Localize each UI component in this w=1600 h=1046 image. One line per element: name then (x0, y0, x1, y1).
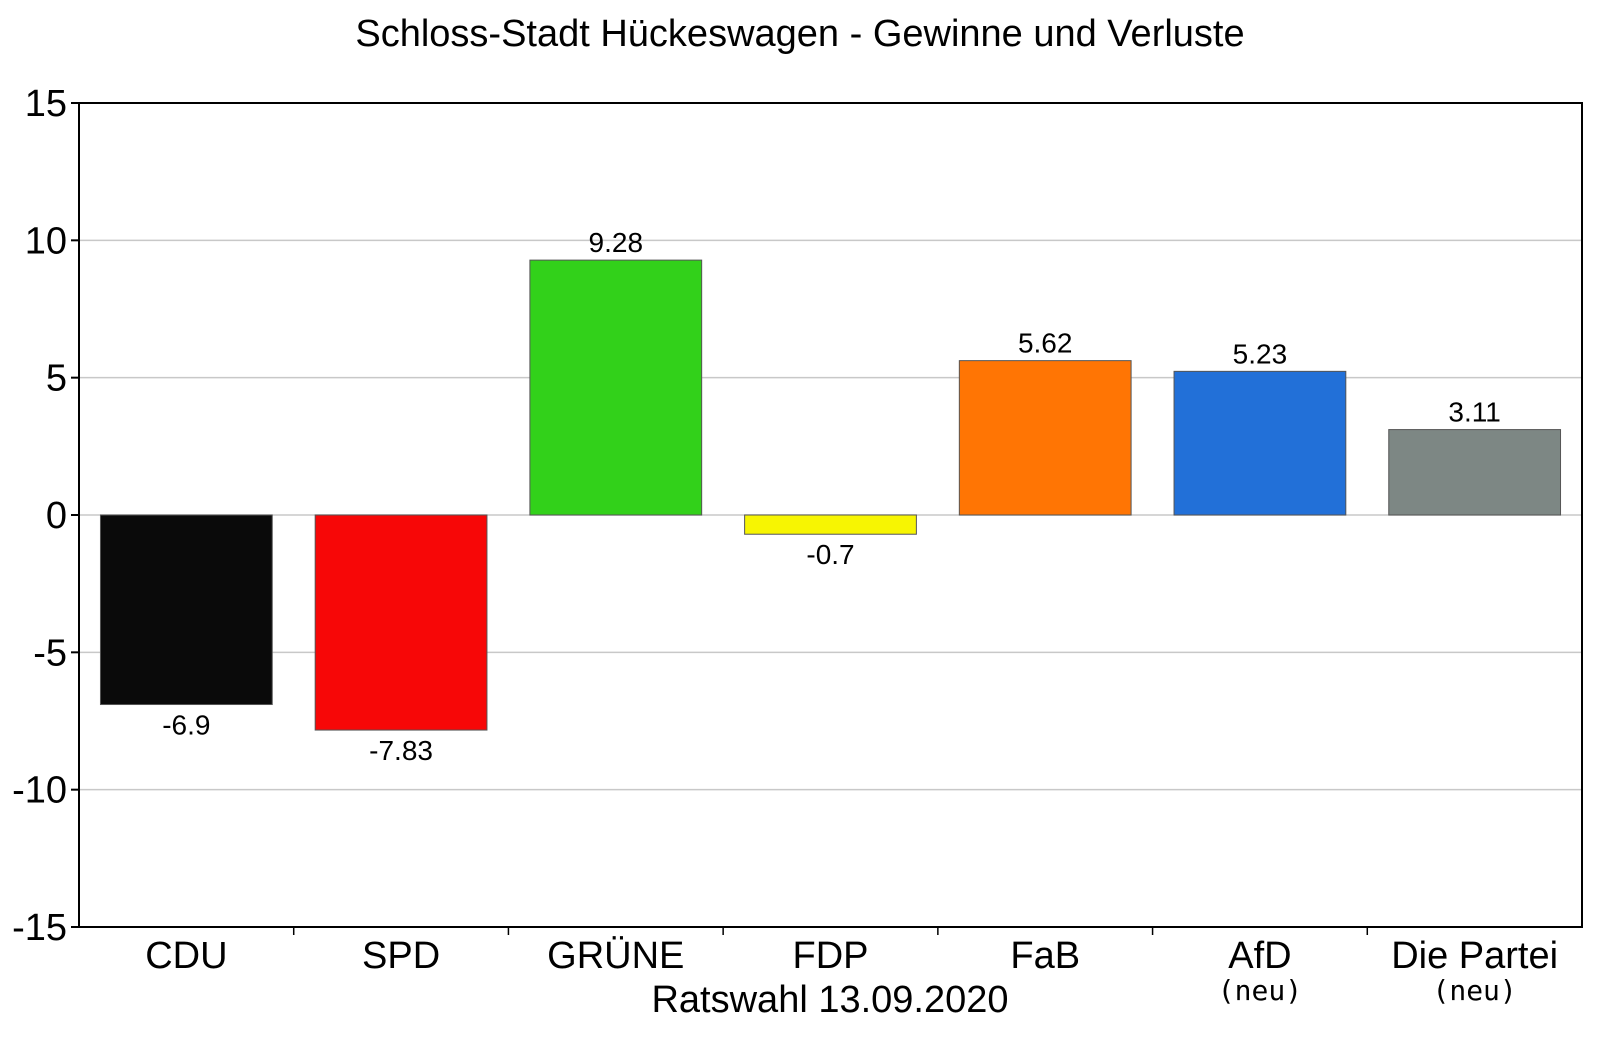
x-tick-label-4: FaB (1010, 935, 1080, 977)
y-tick-label-2: 5 (46, 358, 67, 400)
x-axis-ticks: CDU SPD GRÜNE FDP FaB AfD(neu)Die Partei(neu) (145, 927, 1558, 1007)
value-label-0: -6.9 (162, 710, 210, 741)
x-axis-label: Ratswahl 13.09.2020 (651, 979, 1008, 1021)
chart-title: Schloss-Stadt Hückeswagen - Gewinne und … (355, 13, 1244, 55)
x-tick-label-5: AfD (1228, 935, 1291, 977)
bar-die-partei (1388, 429, 1562, 516)
x-tick-label-3: FDP (793, 935, 869, 977)
y-tick-label-0: 15 (25, 83, 67, 125)
x-tick-label-2: GRÜNE (547, 935, 684, 977)
bar-fab (958, 360, 1132, 516)
value-label-6: 3.11 (1448, 397, 1500, 428)
bars (99, 259, 1562, 731)
bar-gr-ne (529, 259, 703, 516)
x-tick-label-0: CDU (145, 935, 227, 977)
y-tick-label-6: -15 (12, 907, 67, 949)
value-label-4: 5.62 (1018, 328, 1073, 359)
x-sublabel-5: (neu) (1218, 974, 1302, 1007)
value-label-5: 5.23 (1233, 338, 1288, 369)
value-label-1: -7.83 (369, 735, 433, 766)
x-sublabel-6: (neu) (1432, 974, 1516, 1007)
y-axis-ticks: 15 10 5 0 -5 -10 -15 (12, 83, 79, 949)
bar-fdp (744, 514, 917, 535)
y-tick-label-5: -10 (12, 770, 67, 812)
value-labels: -6.9 -7.83 9.28 -0.7 5.62 5.23 3.11 (162, 227, 1501, 766)
bar-afd (1173, 370, 1347, 516)
y-tick-label-4: -5 (33, 632, 67, 674)
x-tick-label-6: Die Partei (1391, 935, 1558, 977)
bar-spd (314, 514, 488, 731)
value-label-3: -0.7 (806, 539, 854, 570)
y-tick-label-1: 10 (25, 220, 67, 262)
y-tick-label-3: 0 (46, 495, 67, 537)
x-tick-label-1: SPD (362, 935, 440, 977)
bar-cdu (99, 514, 273, 706)
value-label-2: 9.28 (589, 227, 644, 258)
